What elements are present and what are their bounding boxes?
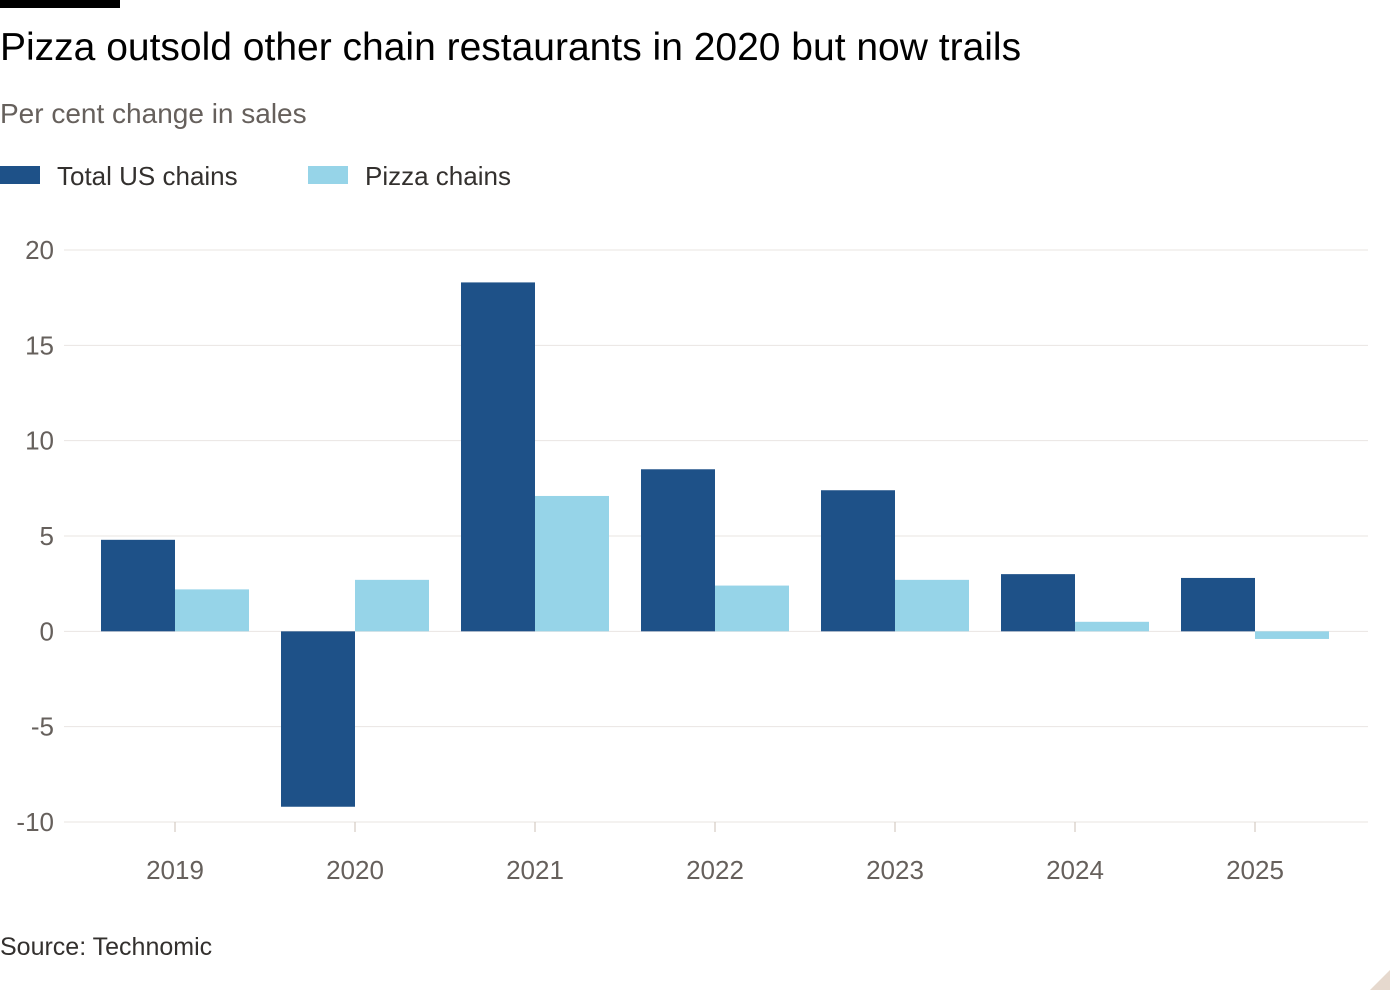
chart-subtitle: Per cent change in sales: [0, 98, 307, 129]
bar-chart: 20 15 10 5 0 -5 -10 2019 2020 2021 2022 2023 2024 202…: [16, 235, 1368, 885]
brand-top-bar: [0, 0, 120, 8]
y-tick-label: 15: [25, 330, 54, 360]
axis-ticks: 20 15 10 5 0 -5 -10 2019 2020 2021 2022 2023 2024 202…: [16, 235, 1284, 885]
bar-pizza-chains-2020: [355, 579, 429, 632]
legend-swatch-total-us-chains: [0, 166, 40, 184]
y-tick-label: -5: [31, 712, 54, 742]
y-tick-label: 10: [25, 426, 54, 456]
bar-total-us-chains-2019: [101, 539, 175, 632]
y-tick-label: 20: [25, 235, 54, 265]
legend-label-total-us-chains: Total US chains: [57, 161, 238, 191]
bar-pizza-chains-2025: [1255, 631, 1329, 639]
bar-total-us-chains-2025: [1181, 577, 1255, 632]
x-tick-label-2023: 2023: [866, 855, 924, 885]
bar-total-us-chains-2020: [281, 631, 355, 807]
x-tick-label-2019: 2019: [146, 855, 204, 885]
bar-pizza-chains-2019: [175, 589, 249, 632]
bar-pizza-chains-2021: [535, 495, 609, 632]
bar-total-us-chains-2021: [461, 282, 535, 632]
legend-swatch-pizza-chains: [308, 166, 348, 184]
chart-title: Pizza outsold other chain restaurants in…: [0, 26, 1022, 69]
x-tick-label-2024: 2024: [1046, 855, 1104, 885]
x-tick-label-2022: 2022: [686, 855, 744, 885]
x-tick-label-2025: 2025: [1226, 855, 1284, 885]
y-tick-label: -10: [16, 807, 54, 837]
bar-total-us-chains-2023: [821, 490, 895, 632]
bar-total-us-chains-2024: [1001, 574, 1075, 632]
x-tick-label-2021: 2021: [506, 855, 564, 885]
corner-mark: [1370, 970, 1390, 990]
y-tick-label: 0: [40, 616, 54, 646]
bars: [101, 282, 1329, 807]
y-tick-label: 5: [40, 521, 54, 551]
bar-pizza-chains-2024: [1075, 621, 1149, 632]
bar-pizza-chains-2023: [895, 579, 969, 632]
source-note: Source: Technomic: [0, 933, 213, 961]
bar-total-us-chains-2022: [641, 469, 715, 632]
bar-pizza-chains-2022: [715, 585, 789, 632]
x-tick-label-2020: 2020: [326, 855, 384, 885]
grid-lines: [64, 249, 1368, 823]
legend-label-pizza-chains: Pizza chains: [365, 161, 511, 191]
